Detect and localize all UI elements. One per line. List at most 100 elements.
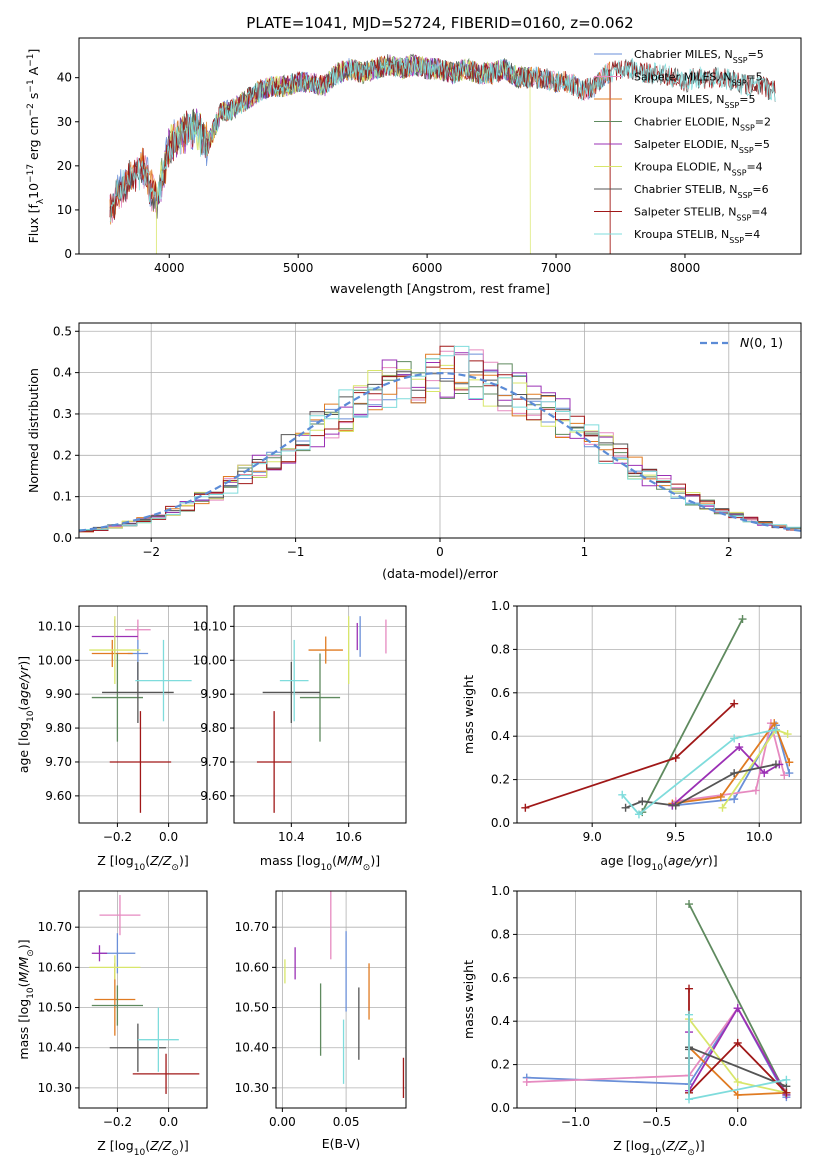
legend-entry: Chabrier MILES, NSSP=5 (634, 48, 764, 65)
y-tick-label: 10.60 (235, 960, 269, 974)
panel-residuals: −2 −1 0 1 2 0.0 0.1 0.2 0.3 0.4 0.5 N(0, 1) (data-mo… (26, 322, 802, 581)
y-tick-label: 9.80 (200, 721, 227, 735)
weight-line-8 (621, 728, 777, 816)
x-tick-label: 0.0 (728, 1115, 747, 1129)
y-tick-label: 1.0 (491, 599, 510, 613)
weight-marker (618, 790, 627, 799)
x-tick-label: 8000 (670, 261, 701, 275)
y-tick-label: 9.60 (45, 789, 72, 803)
errorbar-point-4 (91, 945, 108, 962)
spectrum-legend: Chabrier MILES, NSSP=5 Salpeter MILES, NS… (594, 48, 771, 245)
weight-marker (760, 769, 769, 778)
x-tick-label: 5000 (283, 261, 314, 275)
y-tick-label: 10.50 (235, 1001, 269, 1015)
legend-entry: Chabrier ELODIE, NSSP=2 (634, 116, 771, 133)
x-tick-label: 9.5 (666, 830, 685, 844)
y-tick-label: 0.6 (491, 686, 510, 700)
errorbar-point-5 (89, 955, 141, 980)
y-tick-label: 10.50 (38, 1001, 72, 1015)
x-tick-label: 6000 (412, 261, 443, 275)
axes-frame (78, 322, 802, 539)
weight-marker (785, 769, 794, 778)
weight-line-3 (641, 618, 744, 813)
weight-marker (522, 1077, 531, 1086)
errorbar-point-2 (308, 636, 343, 664)
x-axis-label: age [log10(age/yr)] (600, 853, 717, 873)
weight-marker (638, 797, 647, 806)
y-tick-label: 9.90 (45, 687, 72, 701)
y-tick-label: 10.10 (38, 619, 72, 633)
y-tick-label: 10.70 (235, 920, 269, 934)
axes-frame (516, 605, 802, 824)
weight-marker (718, 803, 727, 812)
weight-marker (730, 734, 739, 743)
legend-entry: Chabrier STELIB, NSSP=6 (634, 183, 769, 200)
x-tick-label: 1 (581, 545, 589, 559)
weight-marker (782, 1088, 791, 1097)
x-tick-label: 10.4 (278, 830, 305, 844)
y-tick-label: 10.00 (193, 653, 227, 667)
weight-marker (671, 753, 680, 762)
x-tick-label: −1 (287, 545, 305, 559)
x-tick-label: −0.5 (642, 1115, 671, 1129)
y-tick-label: 10.30 (38, 1081, 72, 1095)
y-tick-label: 0.0 (491, 816, 510, 830)
plot-area (79, 323, 801, 538)
y-tick-label: 1.0 (491, 884, 510, 898)
weight-marker (685, 1010, 694, 1019)
errorbar-point-3 (299, 653, 341, 742)
errorbar-point-6 (262, 661, 320, 723)
legend-entry: Kroupa STELIB, NSSP=4 (634, 228, 760, 245)
y-tick-label: 0.3 (53, 407, 72, 421)
figure-title: PLATE=1041, MJD=52724, FIBERID=0160, z=0… (246, 14, 633, 32)
y-tick-label: 0.0 (53, 531, 72, 545)
weight-marker (685, 900, 694, 909)
weight-marker (685, 1095, 694, 1104)
y-tick-label: 0.0 (491, 1101, 510, 1115)
plot-area (79, 891, 207, 1108)
weight-marker (730, 795, 739, 804)
axes-frame (78, 37, 802, 255)
weight-marker (770, 719, 779, 728)
x-tick-label: 0.0 (159, 830, 178, 844)
axes-frame (233, 605, 407, 824)
y-tick-label: 10.40 (38, 1041, 72, 1055)
weight-line-1 (675, 722, 786, 803)
x-tick-label: 0.0 (159, 1115, 178, 1129)
plot-area (517, 606, 801, 823)
histogram-series-8 (79, 345, 801, 538)
errorbar-point-6 (102, 661, 174, 723)
weight-line-2 (672, 721, 791, 805)
x-tick-label: 2 (725, 545, 733, 559)
spectrum-line-8 (109, 55, 776, 223)
weight-marker (771, 725, 780, 734)
y-tick-label: 10.60 (38, 960, 72, 974)
weight-marker (735, 743, 744, 752)
y-axis-label: age [log10(age/yr)] (16, 656, 36, 773)
y-tick-label: 0.8 (491, 642, 510, 656)
x-axis-label: Z [log10(Z/Z⊙)] (97, 1138, 188, 1158)
errorbar-point-6 (109, 1023, 167, 1072)
y-tick-label: 0.2 (491, 1058, 510, 1072)
weight-marker (780, 771, 789, 780)
x-tick-label: 10.0 (746, 830, 773, 844)
spectrum-line-2 (109, 55, 611, 254)
weight-marker (751, 786, 760, 795)
y-tick-label: 40 (57, 71, 72, 85)
weight-marker (738, 615, 747, 624)
y-tick-label: 0.4 (53, 366, 72, 380)
y-tick-label: 0.8 (491, 927, 510, 941)
weight-marker (785, 758, 794, 767)
x-tick-label: 0 (436, 545, 444, 559)
y-tick-label: 0.4 (491, 1014, 510, 1028)
weight-marker (671, 801, 680, 810)
x-tick-label: −0.2 (103, 830, 132, 844)
x-tick-label: 9.0 (583, 830, 602, 844)
x-axis-label: (data-model)/error (382, 566, 499, 581)
weight-line-3 (688, 903, 788, 1096)
x-tick-label: 0.05 (333, 1115, 360, 1129)
errorbar-point-7 (256, 711, 292, 813)
axes-frame (78, 605, 208, 824)
panel-mass_vs_Z: −0.2 0.0 10.30 10.40 10.50 10.60 10.70 Z [log10… (16, 890, 208, 1158)
